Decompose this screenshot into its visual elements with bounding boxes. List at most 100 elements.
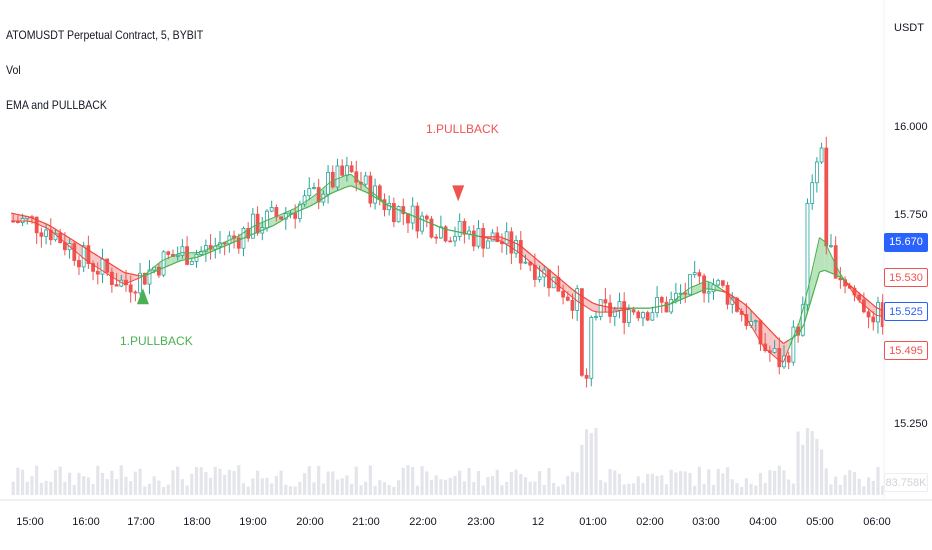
ema-slow-segment bbox=[664, 303, 671, 306]
volume-bar bbox=[199, 467, 203, 495]
volume-bar bbox=[429, 479, 434, 495]
ema-slow-segment bbox=[525, 249, 532, 256]
volume-bar bbox=[77, 472, 81, 495]
ema-fast-segment bbox=[778, 359, 784, 363]
candle-body bbox=[39, 232, 44, 237]
volume-bar bbox=[486, 477, 490, 495]
ema-fast-segment bbox=[736, 305, 743, 313]
ema-fast-segment bbox=[149, 265, 156, 271]
ema-fast-segment bbox=[366, 186, 372, 193]
volume-bar bbox=[53, 469, 58, 495]
ema-band-segment bbox=[304, 198, 310, 209]
volume-bar bbox=[443, 479, 448, 495]
volume-bar bbox=[293, 486, 297, 495]
ema-slow-segment bbox=[371, 194, 378, 199]
volume-bar bbox=[646, 474, 650, 495]
volume-bar bbox=[317, 465, 321, 495]
ema-slow-tag: 15.495 bbox=[884, 341, 928, 360]
time-tick-label: 06:00 bbox=[863, 516, 891, 528]
ema-slow-segment bbox=[711, 288, 717, 291]
volume-bar bbox=[340, 478, 344, 495]
time-axis[interactable]: 15:00 16:00 17:00 18:00 19:00 20:00 21:00 22:00… bbox=[16, 516, 891, 528]
ema-slow-segment bbox=[736, 298, 743, 303]
ema-fast-segment bbox=[541, 270, 547, 277]
candle-body bbox=[871, 316, 876, 323]
ema-slow-segment bbox=[247, 233, 254, 237]
ema-slow-segment bbox=[443, 228, 449, 231]
ema-band-segment bbox=[11, 213, 17, 222]
ema-slow-segment bbox=[222, 244, 228, 248]
candle-body bbox=[570, 299, 575, 311]
ema-slow-segment bbox=[242, 235, 249, 239]
ema-slow-segment bbox=[330, 190, 336, 195]
ema-slow-segment bbox=[422, 219, 429, 223]
ema-slow-segment bbox=[67, 236, 74, 241]
candle-body bbox=[330, 171, 335, 188]
ema-slow-segment bbox=[191, 256, 197, 259]
ema-slow-segment bbox=[500, 236, 506, 240]
candle-body bbox=[829, 245, 833, 248]
ema-fast-segment bbox=[93, 264, 99, 269]
volume-bar bbox=[171, 470, 175, 495]
ema-slow-segment bbox=[103, 259, 110, 264]
ema-slow-segment bbox=[680, 297, 686, 301]
indicator-ema-pullback[interactable]: EMA and PULLBACK bbox=[6, 98, 107, 112]
candle-body bbox=[175, 254, 180, 257]
ema-fast-segment bbox=[716, 285, 722, 290]
volume-bar bbox=[669, 469, 673, 495]
currency-unit[interactable]: USDT bbox=[894, 22, 924, 34]
ema-fast-segment bbox=[592, 310, 599, 313]
symbol-title[interactable]: ATOMUSDT Perpetual Contract, 5, BYBIT bbox=[6, 28, 204, 42]
ema-fast-segment bbox=[803, 282, 810, 306]
ema-slow-segment bbox=[685, 294, 692, 299]
candle-body bbox=[424, 215, 429, 220]
ema-slow-segment bbox=[113, 265, 120, 270]
ema-fast-segment bbox=[829, 252, 836, 264]
ema-fast-segment bbox=[324, 181, 331, 187]
ema-slow-segment bbox=[304, 205, 311, 209]
ema-slow-segment bbox=[36, 219, 43, 223]
candle-body bbox=[659, 297, 664, 303]
volume-histogram bbox=[11, 428, 885, 495]
ema-fast-segment bbox=[288, 208, 295, 212]
ema-slow-segment bbox=[587, 299, 594, 304]
ema-fast-segment bbox=[52, 231, 58, 237]
volume-bar bbox=[307, 466, 311, 495]
candle-body bbox=[448, 240, 453, 243]
candle-body bbox=[800, 304, 805, 336]
candle-body bbox=[645, 312, 650, 321]
candle-body bbox=[683, 292, 688, 295]
ema-slow-segment bbox=[26, 215, 32, 219]
candle-body bbox=[777, 348, 782, 368]
volume-bar bbox=[58, 466, 62, 495]
ema-slow-segment bbox=[366, 191, 372, 196]
candle-body bbox=[514, 240, 518, 254]
volume-bar bbox=[453, 475, 457, 495]
candle-body bbox=[185, 246, 189, 265]
ema-slow-segment bbox=[669, 301, 676, 305]
volume-bar bbox=[829, 484, 833, 495]
ema-fast-segment bbox=[788, 336, 795, 350]
volume-bar bbox=[349, 483, 354, 495]
ema-fast-segment bbox=[582, 304, 589, 309]
candle-body bbox=[203, 245, 208, 252]
volume-bar bbox=[617, 473, 622, 495]
time-tick-label: 20:00 bbox=[296, 516, 324, 528]
volume-bar bbox=[472, 482, 476, 495]
candle-body bbox=[702, 275, 706, 294]
ema-slow-segment bbox=[46, 223, 53, 228]
ema-fast-segment bbox=[839, 273, 846, 282]
ema-slow-segment bbox=[659, 304, 666, 307]
ema-slow-segment bbox=[170, 262, 177, 266]
ema-slow-segment bbox=[746, 306, 753, 313]
candle-body bbox=[269, 207, 274, 212]
volume-bar bbox=[124, 476, 128, 495]
ema-slow-segment bbox=[216, 246, 223, 250]
ema-fast-segment bbox=[268, 217, 274, 221]
volume-bar bbox=[232, 471, 236, 495]
ema-slow-segment bbox=[412, 215, 419, 219]
indicator-vol[interactable]: Vol bbox=[6, 63, 21, 77]
ema-slow-segment bbox=[597, 304, 604, 307]
volume-bar bbox=[180, 479, 184, 495]
